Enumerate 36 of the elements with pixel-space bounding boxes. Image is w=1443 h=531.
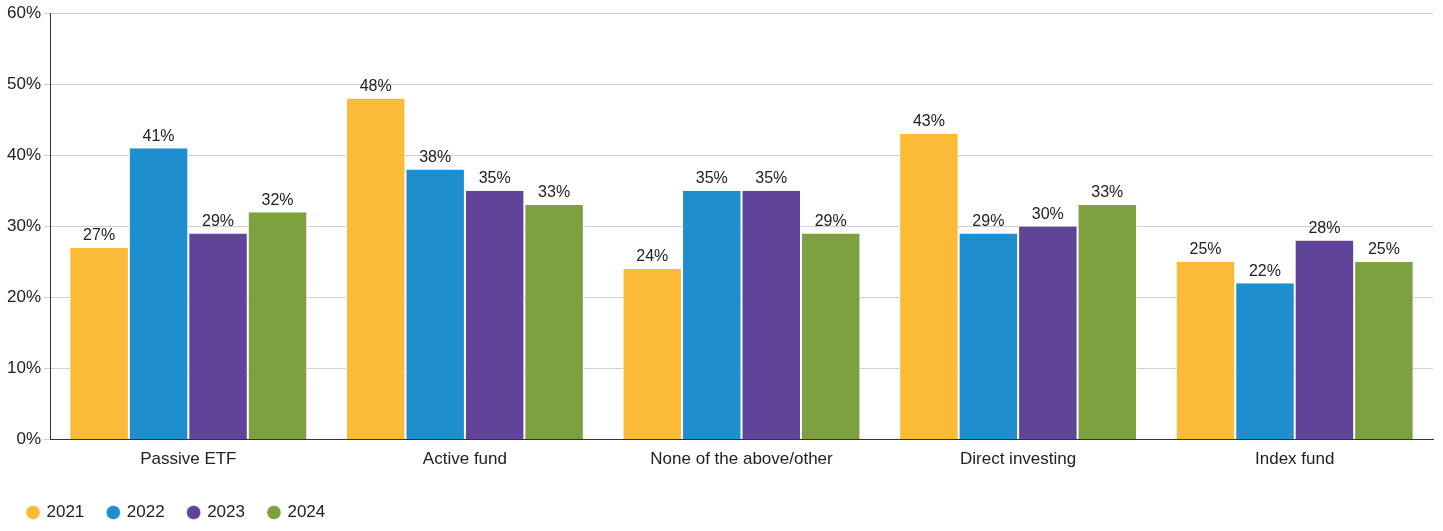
x-tick-label: Index fund — [1255, 449, 1335, 469]
y-tick-label: 30% — [6, 216, 42, 236]
legend-label: 2023 — [207, 502, 245, 522]
data-label: 30% — [1031, 204, 1064, 222]
data-label: 24% — [636, 247, 669, 265]
data-label: 38% — [419, 147, 452, 165]
data-label: 25% — [1189, 240, 1222, 258]
data-label: 29% — [972, 211, 1005, 229]
data-label: 35% — [755, 169, 788, 187]
data-label: 32% — [261, 190, 294, 208]
data-label: 25% — [1367, 240, 1400, 258]
y-tick-label: 60% — [6, 2, 42, 22]
data-label: 22% — [1248, 261, 1281, 279]
y-tick-label: 10% — [6, 358, 42, 378]
data-label: 28% — [1308, 219, 1341, 237]
y-tick-label: 0% — [16, 429, 42, 449]
y-tick-label: 50% — [6, 73, 42, 93]
x-tick-label: Direct investing — [960, 449, 1077, 469]
data-label: 41% — [142, 126, 175, 144]
data-label: 35% — [478, 169, 511, 187]
data-label: 35% — [695, 169, 728, 187]
x-tick-label: Passive ETF — [140, 449, 237, 469]
data-label: 29% — [202, 211, 235, 229]
y-tick-label: 40% — [6, 145, 42, 165]
y-tick-label: 20% — [6, 287, 42, 307]
data-label: 27% — [83, 226, 116, 244]
data-label: 48% — [359, 76, 392, 94]
legend-label: 2024 — [287, 502, 326, 522]
legend-label: 2021 — [46, 502, 85, 522]
x-tick-label: None of the above/other — [650, 449, 834, 469]
legend-label: 2022 — [126, 502, 165, 522]
data-label: 33% — [1091, 183, 1124, 201]
x-tick-label: Active fund — [422, 449, 507, 469]
data-label: 29% — [814, 211, 847, 229]
data-label: 33% — [538, 183, 571, 201]
data-label: 43% — [912, 112, 945, 130]
